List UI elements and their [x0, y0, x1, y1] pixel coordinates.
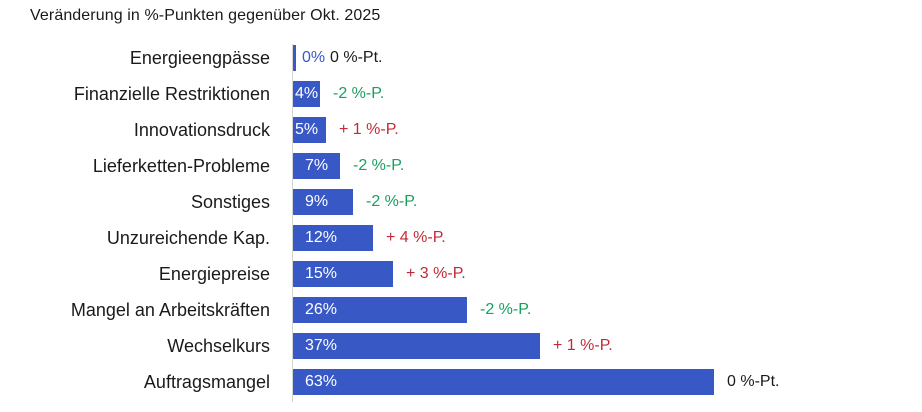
change-label: -2 %-P. [333, 85, 385, 102]
bar [293, 45, 296, 71]
bar [293, 333, 540, 359]
bar [293, 261, 393, 287]
bar [293, 189, 353, 215]
bar-value-label: 26% [305, 301, 338, 318]
category-label: Energieengpässe [129, 48, 270, 68]
category-label: Mangel an Arbeitskräften [70, 300, 270, 320]
change-label: -2 %-P. [353, 157, 405, 174]
bar-value-label: 5% [295, 121, 319, 138]
change-label: 0 %-Pt. [330, 49, 383, 66]
change-label: 0 %-Pt. [727, 373, 780, 390]
category-label: Unzureichende Kap. [106, 228, 270, 248]
bar [293, 81, 320, 107]
category-label: Wechselkurs [167, 336, 270, 356]
bar-value-label: 7% [305, 157, 329, 174]
category-label: Innovationsdruck [133, 120, 270, 140]
change-label: + 1 %-P. [339, 121, 399, 138]
category-label: Finanzielle Restriktionen [73, 84, 270, 104]
bar-value-label: 9% [305, 193, 329, 210]
change-label: + 4 %-P. [386, 229, 446, 246]
bar [293, 117, 326, 143]
change-label: + 3 %-P. [406, 265, 466, 282]
change-label: -2 %-P. [366, 193, 418, 210]
category-label: Sonstiges [190, 192, 270, 212]
bar-value-label: 12% [305, 229, 338, 246]
bar [293, 369, 714, 395]
bar-value-label: 15% [305, 265, 338, 282]
y-axis-line [292, 44, 293, 402]
bar [293, 297, 467, 323]
bar-value-label: 4% [295, 85, 319, 102]
change-label: + 1 %-P. [553, 337, 613, 354]
bar-value-label: 0% [302, 49, 326, 66]
chart-title: Veränderung in %-Punkten gegenüber Okt. … [30, 7, 381, 24]
category-label: Energiepreise [158, 264, 270, 284]
bar [293, 225, 373, 251]
bar-value-label: 63% [305, 373, 338, 390]
category-label: Auftragsmangel [143, 372, 270, 392]
change-label: -2 %-P. [480, 301, 532, 318]
bar-value-label: 37% [305, 337, 338, 354]
category-label: Lieferketten-Probleme [92, 156, 270, 176]
bar [293, 153, 340, 179]
